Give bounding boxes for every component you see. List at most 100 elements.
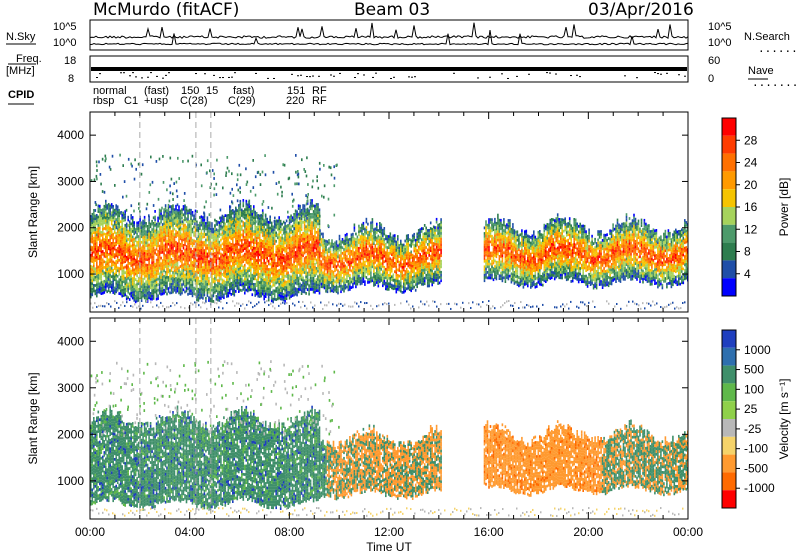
range-cell (154, 266, 156, 269)
range-cell (333, 290, 335, 293)
range-cell (105, 269, 107, 272)
range-cell (305, 267, 307, 270)
range-cell (117, 253, 119, 256)
range-cell (186, 226, 188, 229)
range-cell (232, 262, 234, 265)
range-cell (96, 231, 98, 234)
range-cell (281, 253, 283, 256)
range-cell (263, 289, 265, 292)
range-cell (111, 245, 113, 248)
range-cell (272, 284, 274, 287)
range-cell (147, 236, 149, 239)
range-cell (343, 248, 345, 251)
range-cell (352, 272, 354, 275)
range-cell (367, 231, 369, 234)
range-cell (244, 267, 246, 270)
range-cell (298, 263, 300, 266)
range-cell (154, 249, 156, 252)
range-cell (135, 259, 137, 262)
range-cell (351, 281, 353, 284)
range-cell (343, 287, 345, 290)
range-cell (298, 241, 300, 244)
range-cell (214, 238, 216, 241)
range-cell (364, 269, 366, 272)
range-cell (93, 229, 95, 232)
range-cell (257, 267, 259, 270)
range-cell (213, 300, 215, 303)
range-cell (241, 209, 243, 212)
range-cell (314, 266, 316, 269)
range-cell (93, 242, 95, 245)
range-cell (163, 244, 165, 247)
range-cell (354, 237, 356, 240)
range-cell (180, 257, 182, 260)
range-cell (104, 252, 106, 255)
range-cell (234, 266, 236, 269)
range-cell (263, 256, 265, 259)
range-cell (202, 272, 204, 275)
range-cell (148, 285, 150, 288)
range-cell (92, 252, 94, 255)
range-cell (127, 249, 129, 252)
range-cell (104, 216, 106, 219)
range-cell (207, 283, 209, 286)
range-cell (138, 243, 140, 246)
range-cell (201, 254, 203, 257)
range-cell (216, 289, 218, 292)
range-cell (216, 298, 218, 301)
range-cell (292, 289, 294, 292)
range-cell (157, 256, 159, 259)
range-cell (177, 287, 179, 290)
range-cell (151, 278, 153, 281)
range-cell (184, 282, 186, 285)
range-cell (120, 279, 122, 282)
range-cell (292, 247, 294, 250)
range-cell (256, 259, 258, 262)
range-cell (104, 222, 106, 225)
range-cell (178, 292, 180, 295)
range-cell (301, 289, 303, 292)
range-cell (108, 247, 110, 250)
nave-dot (408, 76, 410, 77)
range-cell (324, 275, 326, 278)
range-cell (355, 249, 357, 252)
range-cell (281, 265, 283, 268)
range-cell (192, 219, 194, 222)
range-cell (250, 213, 252, 216)
range-cell (138, 277, 140, 280)
range-cell (138, 241, 140, 244)
range-cell (169, 236, 171, 239)
range-cell (213, 264, 215, 267)
range-cell (101, 278, 103, 281)
range-cell (99, 205, 101, 208)
range-cell (121, 253, 123, 256)
range-cell (367, 256, 369, 259)
range-cell (147, 264, 149, 267)
range-cell (249, 266, 251, 269)
range-cell (105, 272, 107, 275)
range-cell (219, 280, 221, 283)
range-cell (289, 297, 291, 300)
range-cell (280, 245, 282, 248)
range-cell (106, 226, 108, 229)
range-cell (293, 271, 295, 274)
range-cell (129, 284, 131, 287)
range-cell (247, 223, 249, 226)
range-cell (247, 290, 249, 293)
range-cell (275, 287, 277, 290)
range-cell (205, 250, 207, 253)
range-cell (123, 219, 125, 222)
range-cell (311, 280, 313, 283)
range-cell (102, 231, 104, 234)
range-cell (104, 260, 106, 263)
range-cell (226, 267, 228, 270)
range-cell (105, 236, 107, 239)
range-cell (333, 260, 335, 263)
range-cell (252, 279, 254, 282)
nave-dot (147, 77, 149, 78)
range-cell (136, 244, 138, 247)
range-cell (301, 278, 303, 281)
range-cell (275, 298, 277, 301)
range-cell (181, 269, 183, 272)
range-cell (317, 209, 319, 212)
